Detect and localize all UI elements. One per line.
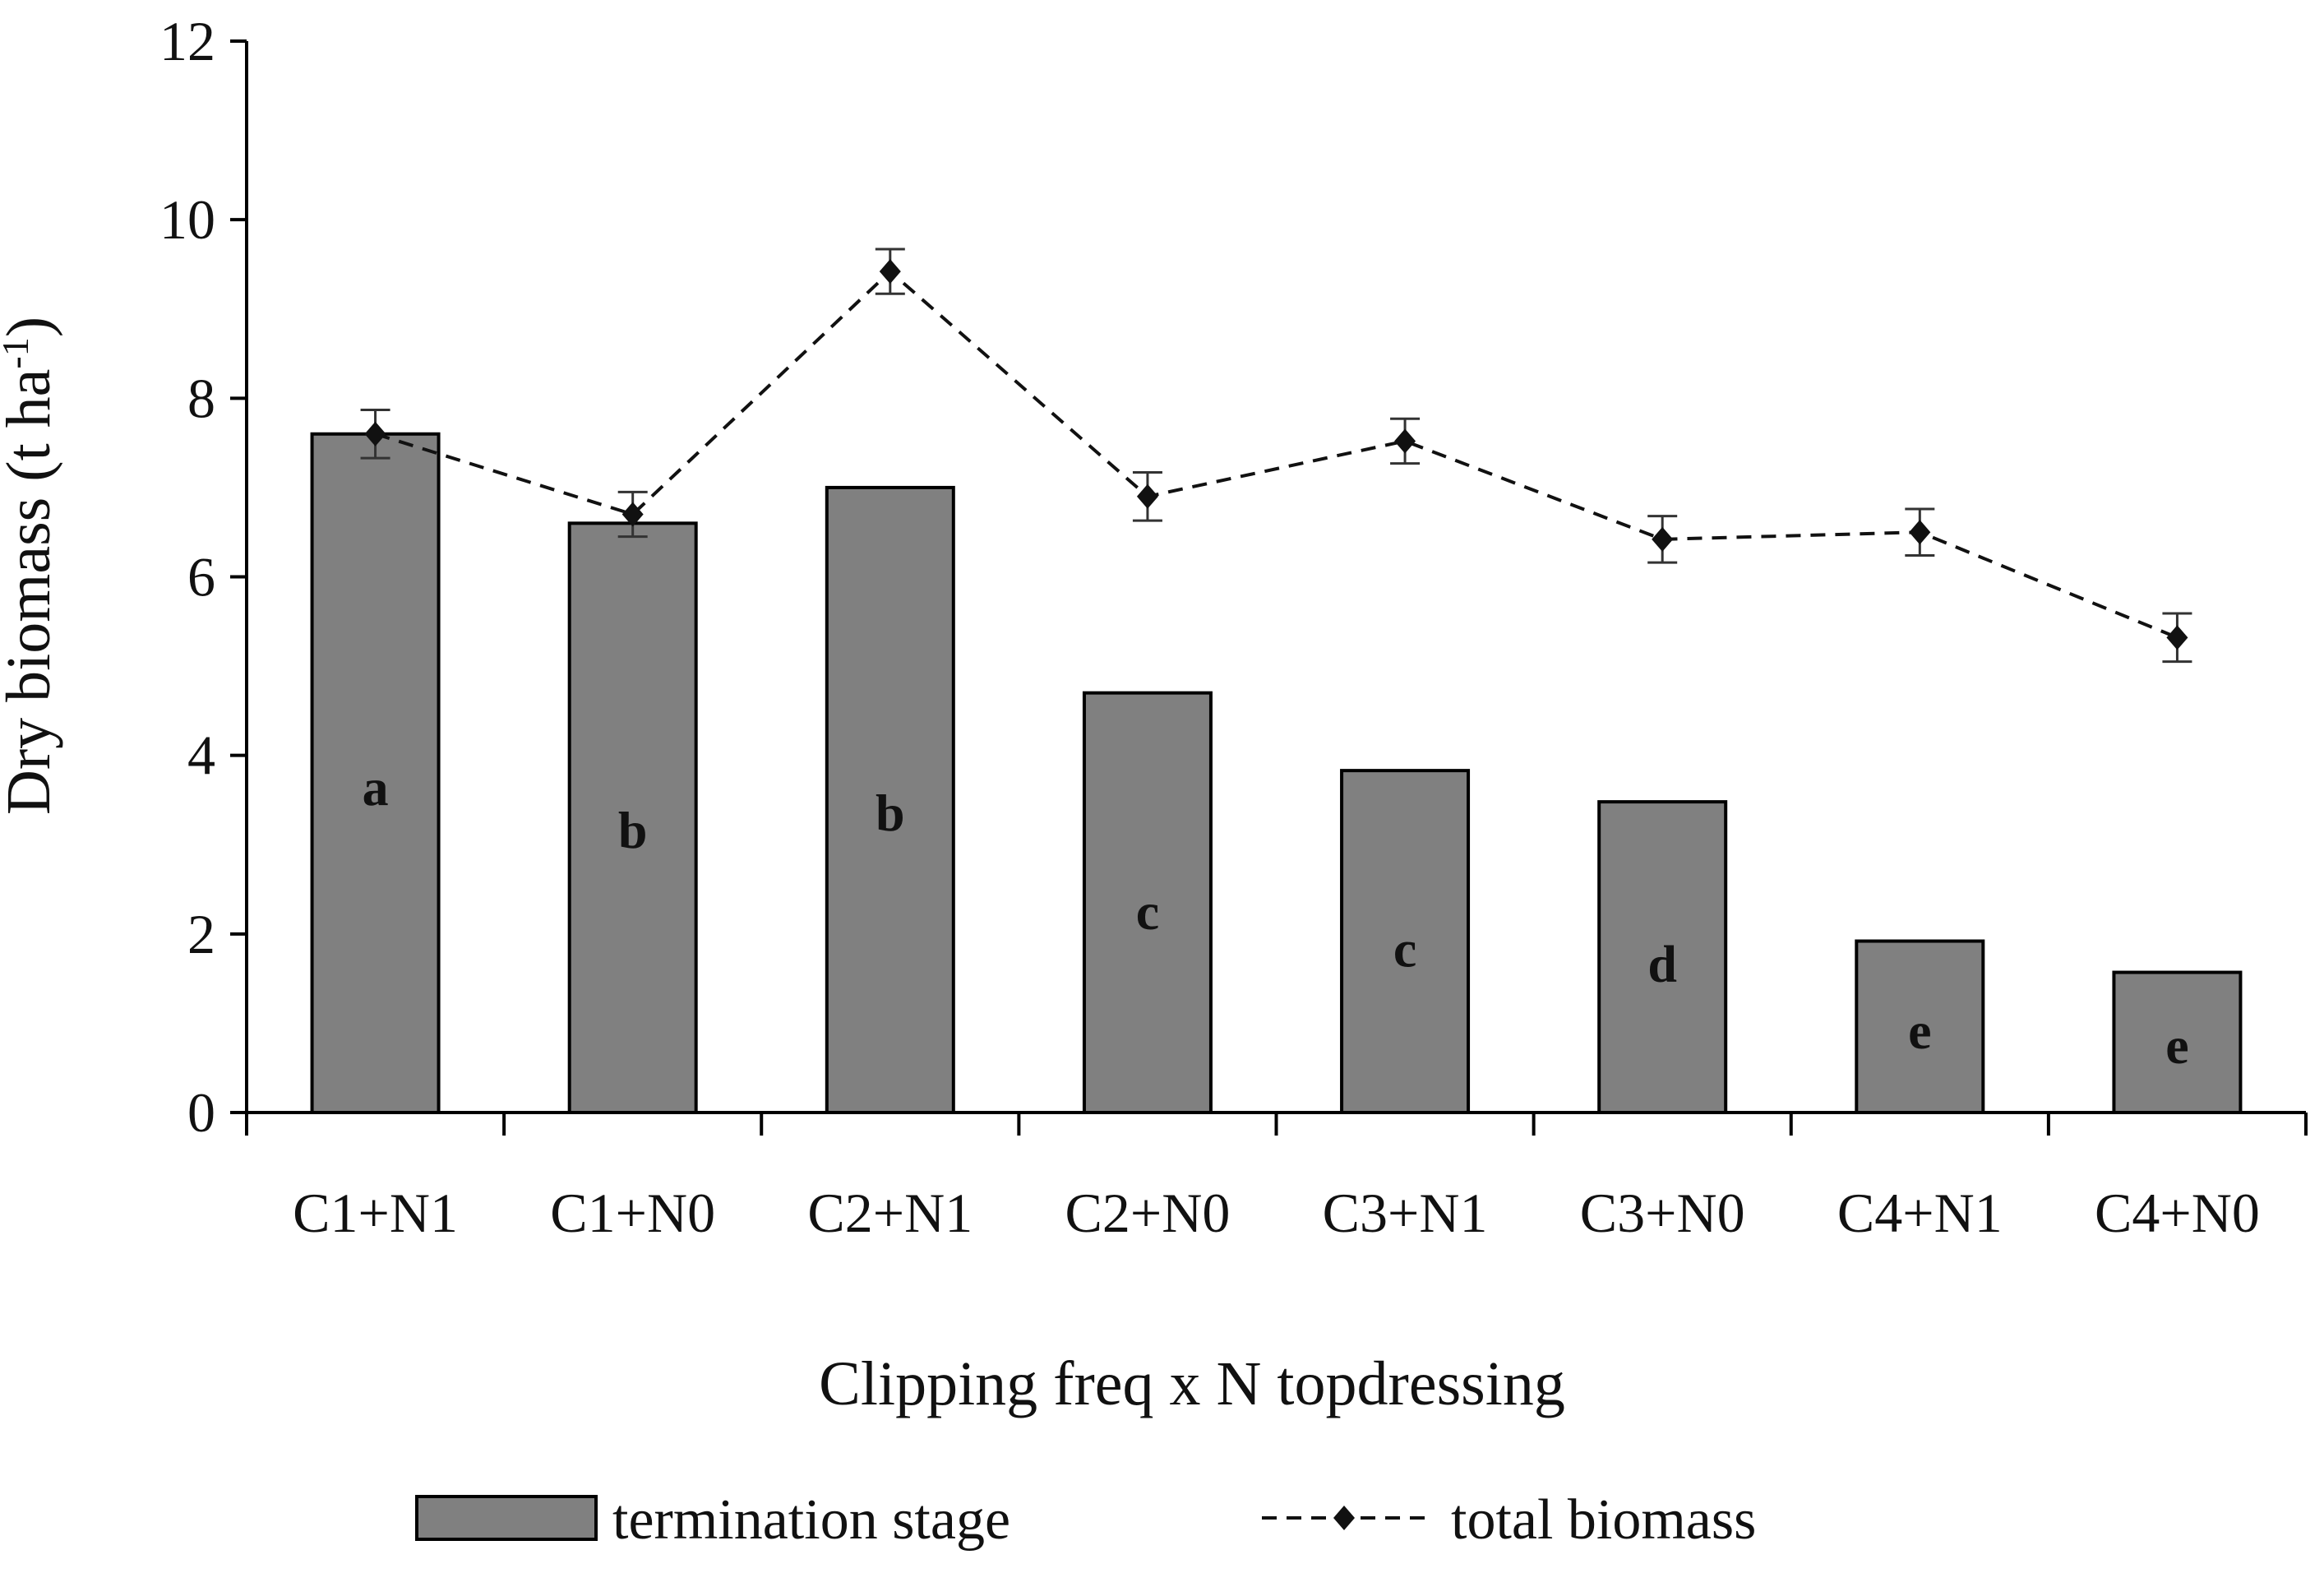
y-axis-title: Dry biomass (t ha-1) xyxy=(0,317,63,815)
y-tick-label: 6 xyxy=(187,546,215,608)
x-tick-label: C2+N0 xyxy=(1065,1182,1231,1244)
legend-marker-diamond xyxy=(1333,1506,1355,1530)
line-point-diamond xyxy=(1394,428,1416,454)
y-tick-label: 12 xyxy=(159,10,215,72)
x-tick-label: C3+N1 xyxy=(1323,1182,1488,1244)
significance-label: c xyxy=(1136,882,1159,941)
legend: termination stage total biomass xyxy=(415,1488,1756,1552)
bar xyxy=(2112,970,2243,1114)
significance-label: c xyxy=(1393,919,1416,978)
significance-labels: a b b c c d e e xyxy=(363,758,2189,1075)
bar-series xyxy=(310,432,2243,1115)
x-tick-label: C1+N0 xyxy=(550,1182,715,1244)
y-axis-title-end: ) xyxy=(0,317,63,337)
y-tick-label: 0 xyxy=(187,1081,215,1144)
legend-label-line: total biomass xyxy=(1451,1488,1756,1552)
significance-label: e xyxy=(1908,1002,1931,1060)
x-axis: C1+N1 C1+N0 C2+N1 C2+N0 C3+N1 C3+N0 C4+N1 C4+N0 xyxy=(245,1111,2308,1244)
y-axis: 0 2 4 6 8 10 12 xyxy=(159,10,248,1144)
x-tick-label: C4+N1 xyxy=(1837,1182,2003,1244)
bar xyxy=(1340,769,1471,1115)
y-tick-label: 4 xyxy=(187,724,215,787)
x-axis-title: Clipping freq x N topdressing xyxy=(819,1349,1565,1418)
significance-label: b xyxy=(876,784,905,842)
bar xyxy=(825,485,955,1114)
line-point-diamond xyxy=(621,502,644,527)
significance-label: d xyxy=(1647,935,1677,993)
line-point-diamond xyxy=(2166,625,2188,650)
y-axis-title-sup: -1 xyxy=(0,337,36,368)
line-path xyxy=(374,269,2178,640)
line-point-diamond xyxy=(364,421,386,446)
significance-label: b xyxy=(618,801,648,859)
significance-label: e xyxy=(2165,1016,2188,1075)
y-axis-title-main: Dry biomass (t ha xyxy=(0,369,63,815)
bar xyxy=(1855,939,1985,1115)
x-tick-label: C2+N1 xyxy=(807,1182,973,1244)
significance-label: a xyxy=(363,758,389,817)
x-tick-label: C3+N0 xyxy=(1580,1182,1745,1244)
line-point-diamond xyxy=(1652,526,1674,552)
x-tick-label: C1+N1 xyxy=(293,1182,458,1244)
line-point-diamond xyxy=(1909,520,1931,545)
x-tick-label: C4+N0 xyxy=(2095,1182,2260,1244)
line-point-diamond xyxy=(879,259,901,285)
line-series xyxy=(360,248,2192,664)
bar xyxy=(1597,800,1728,1114)
legend-swatch-bar xyxy=(415,1495,598,1541)
y-tick-label: 2 xyxy=(187,903,215,965)
y-tick-label: 10 xyxy=(159,188,215,251)
line-point-diamond xyxy=(1136,483,1158,509)
y-tick-label: 8 xyxy=(187,367,215,429)
bar xyxy=(1082,691,1213,1114)
legend-label-bar: termination stage xyxy=(612,1488,1010,1552)
